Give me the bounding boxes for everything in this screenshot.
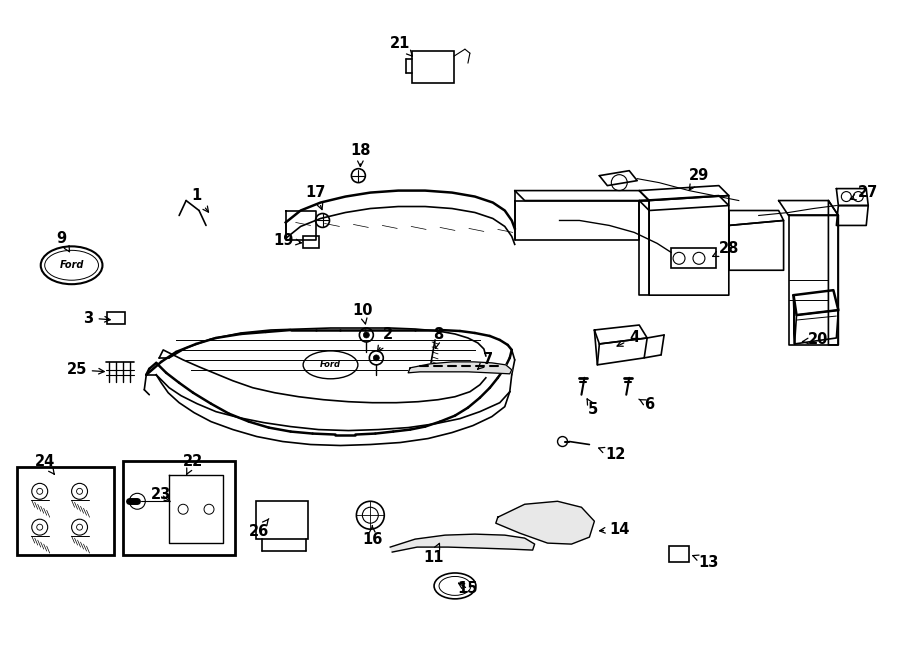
Text: 13: 13 — [693, 555, 719, 570]
Text: 26: 26 — [248, 519, 269, 539]
Text: 7: 7 — [478, 352, 493, 369]
Text: 20: 20 — [803, 332, 829, 348]
Circle shape — [374, 355, 379, 361]
Text: 27: 27 — [850, 185, 878, 200]
Text: 25: 25 — [67, 362, 104, 377]
Text: 8: 8 — [433, 327, 443, 348]
FancyBboxPatch shape — [669, 546, 689, 562]
Text: 17: 17 — [305, 185, 326, 210]
Text: 3: 3 — [84, 311, 111, 326]
Text: 12: 12 — [598, 447, 625, 462]
FancyBboxPatch shape — [256, 501, 308, 539]
Text: 1: 1 — [191, 188, 209, 212]
Text: 14: 14 — [599, 522, 629, 537]
Text: Ford: Ford — [59, 260, 84, 270]
Text: 6: 6 — [639, 397, 654, 412]
Text: 4: 4 — [617, 330, 639, 346]
Text: 16: 16 — [362, 526, 382, 547]
Text: 15: 15 — [458, 582, 478, 596]
FancyBboxPatch shape — [107, 312, 125, 324]
Circle shape — [364, 332, 369, 338]
Text: 29: 29 — [688, 168, 709, 190]
FancyBboxPatch shape — [302, 237, 319, 249]
Text: 11: 11 — [423, 543, 444, 564]
Text: Ford: Ford — [320, 360, 341, 369]
Text: 5: 5 — [587, 399, 599, 417]
FancyBboxPatch shape — [412, 51, 454, 83]
Text: 19: 19 — [274, 233, 302, 248]
FancyBboxPatch shape — [17, 467, 114, 555]
Text: 9: 9 — [57, 231, 69, 252]
FancyBboxPatch shape — [671, 249, 716, 268]
Text: 21: 21 — [390, 36, 412, 56]
Polygon shape — [496, 501, 594, 544]
Polygon shape — [409, 362, 512, 374]
Text: 22: 22 — [183, 454, 203, 475]
Text: 18: 18 — [350, 143, 371, 167]
Text: 2: 2 — [378, 327, 393, 352]
Polygon shape — [391, 534, 535, 552]
Text: 24: 24 — [34, 454, 55, 475]
FancyBboxPatch shape — [123, 461, 235, 555]
Text: 10: 10 — [352, 303, 373, 324]
Text: 28: 28 — [713, 241, 739, 256]
Text: 23: 23 — [151, 486, 171, 502]
